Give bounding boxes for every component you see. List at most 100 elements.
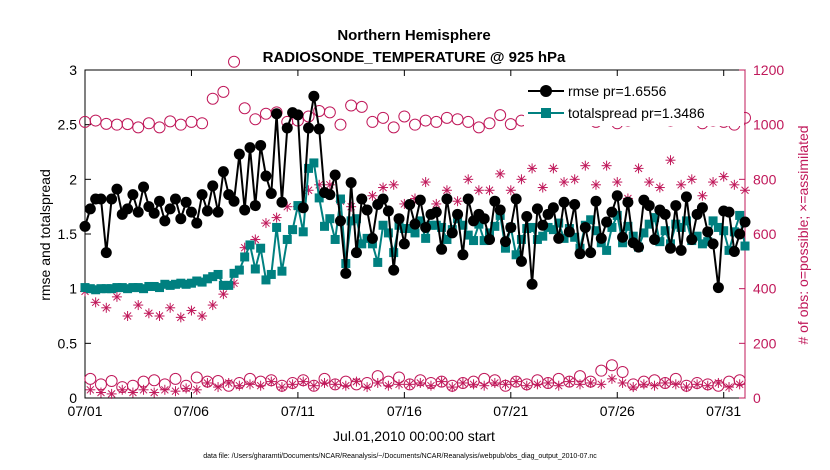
- possible-obs-point: [387, 121, 400, 134]
- totalspread-point: [463, 230, 473, 240]
- possible-obs-point: [190, 371, 203, 384]
- totalspread-point: [458, 220, 468, 230]
- assimilated-obs-point: [266, 376, 277, 387]
- y-tick-label: 1.5: [58, 226, 78, 242]
- rmse-point: [100, 247, 112, 259]
- rmse-point: [388, 264, 400, 276]
- possible-obs-point: [307, 379, 320, 392]
- totalspread-point: [234, 265, 244, 275]
- rmse-point: [350, 247, 362, 259]
- totalspread-point: [325, 214, 335, 224]
- assimilated-obs-point: [159, 384, 170, 395]
- rmse-point: [164, 203, 176, 215]
- possible-obs-point: [334, 118, 347, 131]
- chart-title: Northern Hemisphere: [337, 27, 490, 44]
- rmse-point: [84, 203, 96, 215]
- totalspread-point: [474, 219, 484, 229]
- assimilated-obs-point: [537, 182, 548, 193]
- assimilated-obs-point: [255, 380, 266, 391]
- possible-obs-point: [89, 114, 102, 127]
- assimilated-obs-point: [378, 182, 389, 193]
- totalspread-point: [538, 231, 548, 241]
- rmse-point: [712, 282, 724, 294]
- totalspread-point: [532, 234, 542, 244]
- rmse-point: [670, 200, 682, 212]
- rmse-point: [531, 203, 543, 215]
- totalspread-point: [192, 276, 202, 286]
- rmse-point: [649, 233, 661, 245]
- possible-obs-point: [148, 374, 161, 387]
- totalspread-point: [591, 226, 601, 236]
- rmse-point: [249, 200, 261, 212]
- rmse-point: [680, 191, 692, 203]
- possible-obs-point: [494, 109, 507, 122]
- assimilated-obs-point: [308, 380, 319, 391]
- totalspread-point: [298, 227, 308, 237]
- totalspread-point: [117, 283, 127, 293]
- assimilated-obs-point: [197, 311, 208, 321]
- assimilated-obs-point: [245, 379, 255, 390]
- rmse-point: [436, 243, 448, 255]
- possible-obs-point: [217, 85, 230, 98]
- possible-obs-point: [542, 376, 555, 389]
- assimilated-obs-point: [175, 312, 186, 323]
- totalspread-point: [240, 252, 250, 262]
- rmse-point: [537, 219, 549, 231]
- possible-obs-point: [84, 372, 97, 385]
- possible-obs-point: [142, 117, 155, 130]
- rmse-point: [201, 205, 213, 217]
- rmse-point: [334, 215, 346, 227]
- rmse-point: [106, 193, 118, 205]
- assimilated-obs-point: [191, 384, 202, 395]
- assimilated-obs-point: [117, 384, 128, 395]
- assimilated-obs-point: [686, 174, 697, 185]
- possible-obs-point: [472, 121, 485, 134]
- y2-tick-label: 1000: [753, 117, 784, 133]
- rmse-point: [484, 233, 496, 245]
- assimilated-obs-point: [564, 376, 575, 387]
- y-tick-label: 0.5: [58, 335, 78, 351]
- totalspread-point: [107, 284, 117, 294]
- possible-obs-point: [605, 359, 618, 372]
- rmse-point: [563, 226, 575, 238]
- rmse-point: [398, 238, 410, 250]
- possible-obs-point: [238, 102, 251, 115]
- rmse-point: [148, 207, 160, 219]
- totalspread-point: [160, 279, 170, 289]
- totalspread-point: [676, 222, 686, 232]
- totalspread-point: [708, 216, 718, 226]
- totalspread-point: [421, 233, 431, 243]
- rmse-point: [308, 90, 320, 102]
- assimilated-obs-point: [447, 382, 458, 393]
- rmse-point: [409, 218, 421, 230]
- rmse-point: [611, 190, 623, 202]
- totalspread-point: [602, 245, 612, 255]
- y-axis-label: rmse and totalspread: [37, 169, 53, 301]
- rmse-point: [260, 170, 272, 182]
- totalspread-point: [357, 239, 367, 249]
- totalspread-point: [197, 277, 207, 287]
- possible-obs-point: [164, 115, 177, 128]
- y2-tick-label: 400: [753, 281, 777, 297]
- assimilated-obs-point: [138, 384, 149, 395]
- assimilated-obs-point: [702, 380, 713, 391]
- possible-obs-point: [462, 115, 475, 128]
- y-tick-label: 2: [69, 171, 77, 187]
- assimilated-obs-point: [718, 171, 729, 182]
- possible-obs-point: [228, 55, 241, 68]
- x-tick-label: 07/01: [67, 403, 102, 419]
- assimilated-obs-point: [633, 163, 644, 174]
- rmse-point: [595, 232, 607, 244]
- totalspread-point: [490, 221, 500, 231]
- rmse-point: [366, 232, 378, 244]
- totalspread-point: [176, 278, 186, 288]
- assimilated-obs-point: [271, 212, 282, 223]
- legend-label-rmse: rmse pr=1.6556: [568, 83, 667, 99]
- possible-obs-point: [435, 375, 448, 388]
- possible-obs-point: [323, 106, 336, 119]
- assimilated-obs-point: [383, 380, 394, 391]
- rmse-point: [478, 213, 490, 225]
- assimilated-obs-point: [202, 377, 213, 388]
- rmse-point: [659, 208, 671, 220]
- rmse-point: [585, 247, 597, 259]
